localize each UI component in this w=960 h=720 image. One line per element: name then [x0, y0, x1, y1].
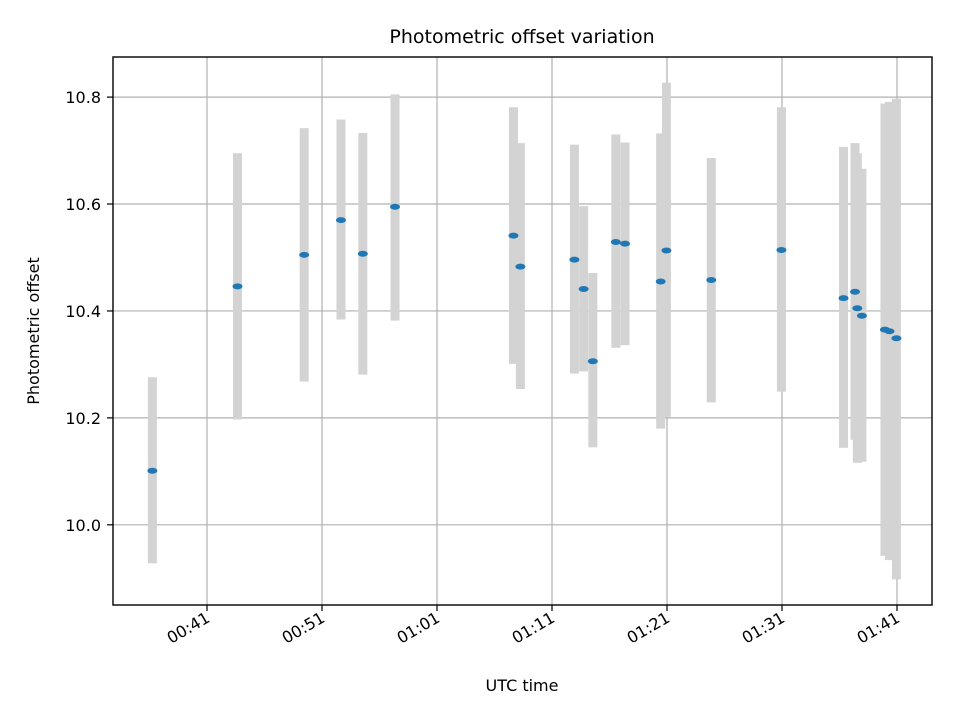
data-point [515, 263, 526, 270]
data-point [569, 256, 580, 263]
x-axis-title: UTC time [486, 676, 559, 695]
data-point [852, 305, 863, 312]
data-point [508, 232, 519, 239]
data-point [838, 295, 849, 302]
y-tick-label: 10.6 [65, 195, 101, 214]
data-point [884, 328, 895, 335]
plot-frame [112, 56, 933, 606]
y-tick-label: 10.2 [65, 409, 101, 428]
data-point [620, 240, 631, 247]
y-tick-label: 10.8 [65, 88, 101, 107]
data-point [147, 467, 158, 474]
data-point [655, 278, 666, 285]
data-point [850, 288, 861, 295]
data-point [587, 358, 598, 365]
data-point [232, 283, 243, 290]
data-point [335, 217, 346, 224]
data-point [299, 251, 310, 258]
marker-layer [147, 203, 902, 474]
data-point [856, 312, 867, 319]
data-point [357, 250, 368, 257]
data-point [661, 247, 672, 254]
data-point [610, 238, 621, 245]
data-point [578, 286, 589, 293]
data-point [891, 335, 902, 342]
chart-title: Photometric offset variation [389, 26, 654, 48]
y-axis-title: Photometric offset [24, 257, 43, 405]
y-tick-label: 10.4 [65, 302, 101, 321]
data-point [776, 247, 787, 254]
y-tick-label: 10.0 [65, 516, 101, 535]
data-point [706, 276, 717, 283]
data-point [390, 203, 401, 210]
